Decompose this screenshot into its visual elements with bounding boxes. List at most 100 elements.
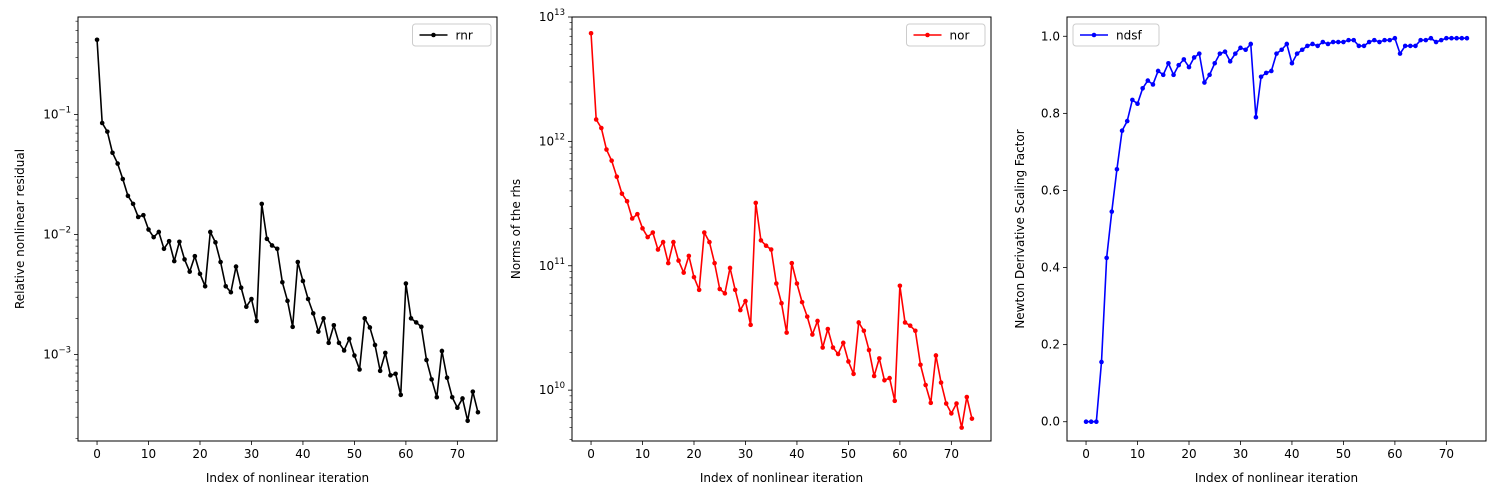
chart-panel-1: 0 10 20 30 40 50 60 70 10−3 10−2 10−1 Index of nonl… bbox=[13, 16, 498, 485]
data-point bbox=[846, 359, 851, 364]
data-point bbox=[192, 253, 198, 259]
data-point bbox=[197, 271, 203, 277]
data-point bbox=[1227, 59, 1233, 64]
data-point bbox=[280, 279, 285, 285]
y-axis-label: Relative nonlinear residual bbox=[13, 149, 27, 309]
data-point bbox=[954, 401, 959, 406]
data-point bbox=[1207, 72, 1212, 78]
data-point bbox=[619, 191, 625, 196]
legend-marker bbox=[431, 32, 436, 38]
data-point bbox=[866, 347, 872, 353]
data-point bbox=[938, 380, 944, 385]
x-axis-label: Index of nonlinear iteration bbox=[1195, 471, 1358, 485]
data-point bbox=[475, 409, 481, 415]
data-point bbox=[264, 236, 270, 242]
data-point bbox=[1294, 51, 1300, 56]
data-point bbox=[727, 265, 733, 271]
data-point bbox=[681, 270, 686, 275]
data-point bbox=[130, 201, 136, 207]
data-point bbox=[182, 257, 187, 262]
data-point bbox=[1351, 37, 1357, 43]
data-point bbox=[897, 283, 903, 289]
data-point bbox=[146, 227, 151, 232]
data-point bbox=[588, 30, 594, 36]
data-point bbox=[1119, 128, 1125, 134]
data-point bbox=[774, 281, 779, 286]
y-tick-label: 1012 bbox=[539, 132, 565, 148]
data-point bbox=[1454, 35, 1459, 41]
data-point bbox=[285, 298, 290, 304]
data-point bbox=[228, 289, 234, 295]
data-point bbox=[1310, 41, 1315, 47]
data-point bbox=[1248, 41, 1254, 47]
data-point bbox=[161, 246, 167, 252]
data-point bbox=[1346, 37, 1351, 43]
data-point bbox=[321, 316, 326, 321]
data-point bbox=[1274, 51, 1279, 56]
data-point bbox=[171, 258, 177, 264]
data-point bbox=[913, 328, 918, 334]
data-point bbox=[207, 229, 213, 235]
data-point bbox=[902, 320, 908, 325]
plot-frame bbox=[571, 16, 992, 442]
data-point bbox=[300, 278, 306, 284]
series-ndsf bbox=[1083, 35, 1470, 425]
data-point bbox=[156, 229, 162, 235]
data-point bbox=[444, 375, 450, 381]
data-point bbox=[1433, 39, 1439, 45]
data-point bbox=[202, 284, 208, 289]
data-point bbox=[877, 356, 882, 361]
data-point bbox=[352, 353, 357, 358]
data-point bbox=[295, 259, 301, 265]
data-point bbox=[305, 296, 311, 302]
data-point bbox=[434, 394, 440, 400]
data-point bbox=[676, 258, 681, 263]
y-tick-label: 1013 bbox=[539, 8, 565, 24]
data-point bbox=[274, 246, 280, 252]
data-point bbox=[1418, 37, 1423, 43]
data-point bbox=[331, 323, 337, 328]
data-point bbox=[645, 234, 650, 240]
x-tick-label: 50 bbox=[841, 447, 856, 461]
data-point bbox=[943, 401, 949, 406]
data-point bbox=[815, 318, 820, 324]
data-point bbox=[1088, 419, 1094, 425]
x-tick-label: 70 bbox=[1439, 447, 1454, 461]
data-point bbox=[789, 260, 795, 266]
x-tick-label: 40 bbox=[1284, 447, 1299, 461]
y-tick-label: 1011 bbox=[539, 257, 565, 273]
data-point bbox=[779, 300, 784, 306]
y-tick-label: 0.0 bbox=[1041, 415, 1060, 429]
y-tick-label: 10−1 bbox=[43, 106, 71, 122]
data-point bbox=[269, 243, 275, 248]
plot-frame bbox=[1066, 16, 1487, 442]
data-point bbox=[1356, 43, 1362, 49]
data-point bbox=[835, 351, 841, 357]
data-point bbox=[357, 367, 362, 372]
data-point bbox=[1320, 39, 1326, 45]
x-tick-label: 30 bbox=[1233, 447, 1248, 461]
y-tick-label: 0.2 bbox=[1041, 338, 1060, 352]
data-point bbox=[465, 418, 470, 424]
data-point bbox=[722, 291, 728, 296]
legend-label: nor bbox=[950, 29, 970, 43]
data-point bbox=[336, 340, 342, 346]
legend: rnr bbox=[412, 23, 492, 47]
data-point bbox=[316, 329, 321, 334]
data-point bbox=[110, 150, 115, 156]
data-point bbox=[758, 238, 764, 243]
data-point bbox=[1299, 47, 1305, 53]
data-point bbox=[1413, 43, 1418, 49]
data-point bbox=[665, 260, 671, 266]
data-point bbox=[794, 281, 800, 286]
data-point bbox=[686, 253, 692, 259]
data-point bbox=[413, 320, 419, 325]
data-point bbox=[1155, 68, 1161, 74]
y-tick-label: 1.0 bbox=[1041, 29, 1060, 43]
data-point bbox=[840, 340, 846, 346]
y-tick-label: 1010 bbox=[539, 381, 565, 397]
legend-box bbox=[1072, 23, 1160, 47]
data-point bbox=[470, 389, 476, 394]
legend-label: ndsf bbox=[1116, 29, 1142, 43]
